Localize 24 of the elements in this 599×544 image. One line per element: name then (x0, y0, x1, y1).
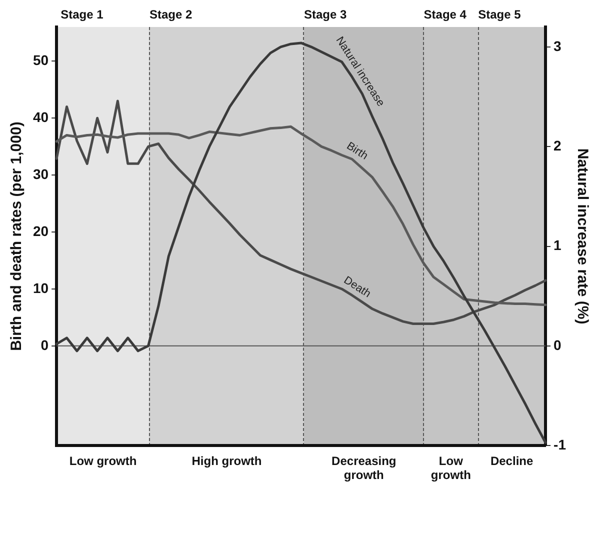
y2-tick-label: -1 (554, 436, 566, 452)
text: Stage 4 (424, 7, 467, 22)
y2-axis-title: Natural increase rate (%) (574, 148, 591, 324)
y-tick-label: 50 (32, 52, 49, 68)
y-tick-label: 10 (32, 280, 49, 296)
y2-tick-label: 1 (554, 237, 562, 254)
y-tick-label: 20 (32, 222, 49, 239)
y2-tick-label: 2 (554, 137, 562, 154)
text: Stage 5 (478, 7, 522, 22)
y-axis-title: Birth and death rates (per 1,000) (8, 122, 26, 351)
text: Stage 2 (149, 7, 192, 22)
text: Stage 3 (304, 7, 348, 22)
text: Decreasing growth (332, 454, 396, 482)
text: High growth (192, 454, 262, 468)
y2-tick-label: 0 (554, 336, 562, 353)
text: Stage 1 (60, 7, 104, 22)
y-tick-label: 40 (32, 108, 49, 125)
y-tick-label: 0 (40, 336, 49, 353)
text: Birth (344, 140, 370, 162)
text: Decline (490, 454, 534, 468)
y-tick-label: 30 (32, 166, 49, 182)
text: Low growth (69, 454, 137, 468)
text: Low growth (430, 454, 471, 482)
y2-tick-label: 3 (554, 38, 562, 54)
